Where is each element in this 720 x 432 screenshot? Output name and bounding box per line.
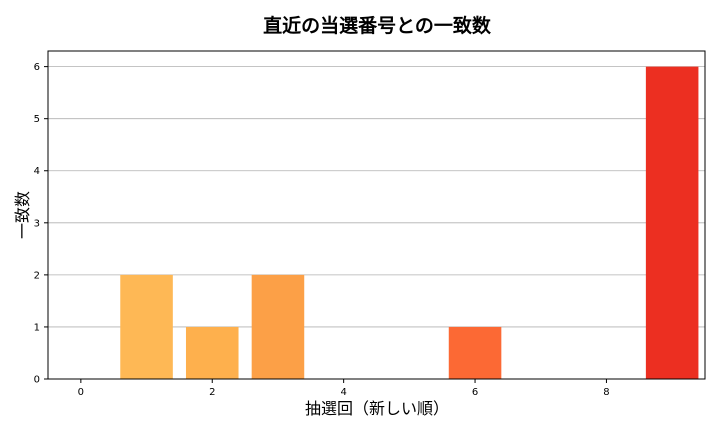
x-tick-label: 0: [78, 387, 84, 398]
y-tick-label: 3: [34, 218, 40, 229]
x-tick-label: 4: [340, 387, 346, 398]
y-tick-label: 4: [34, 166, 40, 177]
bar: [185, 326, 239, 379]
x-tick-label: 8: [603, 387, 609, 398]
x-axis-ticks: 0 2 4 6 8: [78, 379, 610, 398]
bars: [120, 66, 699, 379]
y-tick-label: 2: [34, 270, 40, 281]
chart-title: 直近の当選番号との一致数: [263, 14, 492, 37]
x-tick-label: 2: [209, 387, 215, 398]
y-tick-label: 1: [34, 322, 40, 333]
y-tick-label: 6: [34, 62, 40, 73]
y-axis-ticks: 0 1 2 3 4 5 6: [34, 62, 48, 386]
x-axis-title: 抽選回（新しい順）: [305, 399, 449, 418]
y-tick-label: 5: [34, 114, 40, 125]
plot-frame: [47, 50, 706, 380]
x-tick-label: 6: [472, 387, 478, 398]
bar: [645, 66, 699, 379]
bar: [120, 274, 173, 379]
y-tick-label: 0: [34, 375, 40, 386]
bar: [251, 274, 305, 379]
y-axis-title: 一致数: [13, 191, 32, 239]
bar: [448, 326, 502, 379]
